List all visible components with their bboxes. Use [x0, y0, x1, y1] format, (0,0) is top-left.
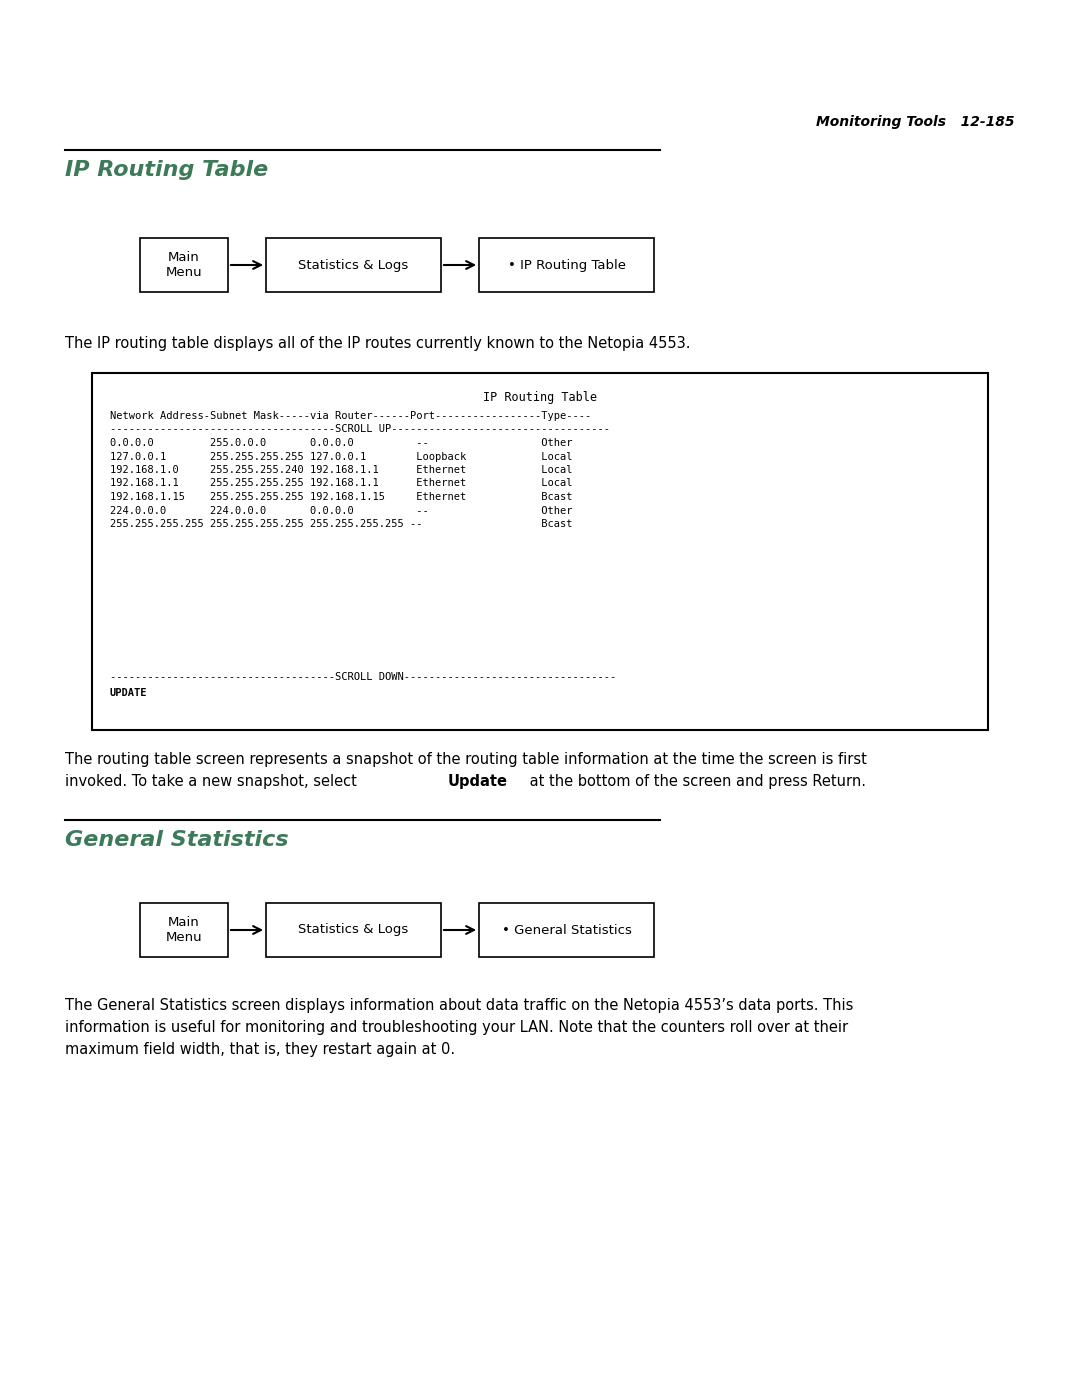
Text: The General Statistics screen displays information about data traffic on the Net: The General Statistics screen displays i…: [65, 997, 853, 1013]
Text: • General Statistics: • General Statistics: [501, 923, 632, 936]
Text: 224.0.0.0       224.0.0.0       0.0.0.0          --                  Other: 224.0.0.0 224.0.0.0 0.0.0.0 -- Other: [110, 506, 572, 515]
Text: The routing table screen represents a snapshot of the routing table information : The routing table screen represents a sn…: [65, 752, 867, 767]
FancyBboxPatch shape: [266, 237, 441, 292]
Text: invoked. To take a new snapshot, select: invoked. To take a new snapshot, select: [65, 774, 362, 789]
Text: Update: Update: [447, 774, 508, 789]
Text: • IP Routing Table: • IP Routing Table: [508, 258, 625, 271]
Text: ------------------------------------SCROLL DOWN---------------------------------: ------------------------------------SCRO…: [110, 672, 617, 682]
Text: Main
Menu: Main Menu: [165, 916, 202, 944]
Text: General Statistics: General Statistics: [65, 830, 288, 849]
Text: The IP routing table displays all of the IP routes currently known to the Netopi: The IP routing table displays all of the…: [65, 337, 690, 351]
Text: UPDATE: UPDATE: [110, 687, 148, 697]
Text: 0.0.0.0         255.0.0.0       0.0.0.0          --                  Other: 0.0.0.0 255.0.0.0 0.0.0.0 -- Other: [110, 439, 572, 448]
Text: IP Routing Table: IP Routing Table: [65, 161, 268, 180]
Text: at the bottom of the screen and press Return.: at the bottom of the screen and press Re…: [525, 774, 866, 789]
FancyBboxPatch shape: [140, 237, 228, 292]
Text: maximum field width, that is, they restart again at 0.: maximum field width, that is, they resta…: [65, 1042, 455, 1058]
Text: Statistics & Logs: Statistics & Logs: [298, 258, 408, 271]
Text: Network Address-Subnet Mask-----via Router------Port-----------------Type----: Network Address-Subnet Mask-----via Rout…: [110, 411, 591, 420]
FancyBboxPatch shape: [480, 237, 654, 292]
Text: 127.0.0.1       255.255.255.255 127.0.0.1        Loopback            Local: 127.0.0.1 255.255.255.255 127.0.0.1 Loop…: [110, 451, 572, 461]
Text: ------------------------------------SCROLL UP-----------------------------------: ------------------------------------SCRO…: [110, 425, 610, 434]
FancyBboxPatch shape: [92, 373, 988, 731]
Text: 255.255.255.255 255.255.255.255 255.255.255.255 --                   Bcast: 255.255.255.255 255.255.255.255 255.255.…: [110, 520, 572, 529]
Text: Statistics & Logs: Statistics & Logs: [298, 923, 408, 936]
FancyBboxPatch shape: [266, 902, 441, 957]
FancyBboxPatch shape: [140, 902, 228, 957]
Text: IP Routing Table: IP Routing Table: [483, 391, 597, 404]
Text: Main
Menu: Main Menu: [165, 251, 202, 279]
FancyBboxPatch shape: [480, 902, 654, 957]
Text: 192.168.1.15    255.255.255.255 192.168.1.15     Ethernet            Bcast: 192.168.1.15 255.255.255.255 192.168.1.1…: [110, 492, 572, 502]
Text: information is useful for monitoring and troubleshooting your LAN. Note that the: information is useful for monitoring and…: [65, 1020, 848, 1035]
Text: 192.168.1.1     255.255.255.255 192.168.1.1      Ethernet            Local: 192.168.1.1 255.255.255.255 192.168.1.1 …: [110, 479, 572, 489]
Text: 192.168.1.0     255.255.255.240 192.168.1.1      Ethernet            Local: 192.168.1.0 255.255.255.240 192.168.1.1 …: [110, 465, 572, 475]
Text: Monitoring Tools   12-185: Monitoring Tools 12-185: [816, 115, 1015, 129]
